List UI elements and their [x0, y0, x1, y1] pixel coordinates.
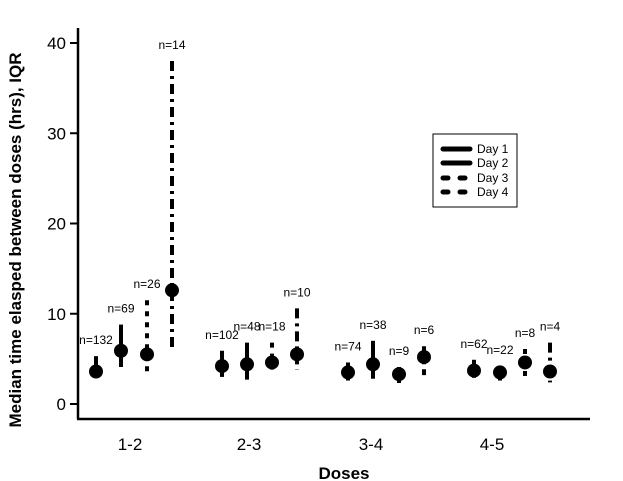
median-point-day-3 — [518, 355, 532, 370]
y-tick-label: 0 — [57, 395, 66, 414]
median-point-day-2 — [240, 357, 254, 372]
median-point-day-2 — [114, 343, 128, 358]
n-label: n=9 — [389, 344, 410, 358]
n-label: n=62 — [460, 337, 487, 351]
n-label: n=102 — [205, 328, 239, 342]
n-label: n=38 — [359, 318, 386, 332]
median-point-day-4 — [290, 347, 304, 362]
x-tick-label: 4-5 — [480, 435, 505, 454]
legend-label: Day 4 — [477, 185, 509, 199]
n-label: n=26 — [133, 277, 160, 291]
n-label: n=6 — [414, 323, 435, 337]
median-point-day-1 — [341, 365, 355, 380]
median-point-day-1 — [467, 363, 481, 378]
median-point-day-3 — [392, 367, 406, 382]
median-point-day-2 — [366, 357, 380, 372]
y-axis-title: Median time elasped between doses (hrs),… — [6, 52, 25, 427]
n-label: n=14 — [158, 38, 185, 52]
n-label: n=4 — [540, 320, 561, 334]
legend-box — [432, 133, 518, 208]
x-axis-title: Doses — [318, 464, 369, 481]
axes: 0 10 20 30 40 1-2 2-3 3-4 4-5 — [47, 28, 590, 454]
n-label: n=132 — [79, 333, 113, 347]
n-label: n=8 — [515, 326, 536, 340]
legend-label: Day 3 — [477, 171, 509, 185]
y-tick-label: 40 — [47, 34, 66, 53]
median-point-day-4 — [417, 350, 431, 365]
median-point-day-4 — [543, 364, 557, 379]
legend-label: Day 1 — [477, 142, 509, 156]
y-tick-label: 20 — [47, 215, 66, 234]
n-labels: n=132 n=102 n=74 n=62 n=69 n=48 n=38 n=22 n=26 n=… — [79, 38, 560, 358]
median-point-day-3 — [265, 355, 279, 370]
x-tick-label: 2-3 — [237, 435, 262, 454]
n-label: n=48 — [233, 320, 260, 334]
x-tick-label: 1-2 — [118, 435, 143, 454]
legend-label: Day 2 — [477, 156, 509, 170]
median-point-day-3 — [140, 347, 154, 362]
n-label: n=69 — [107, 302, 134, 316]
plot-marks — [89, 61, 557, 386]
median-point-day-1 — [89, 364, 103, 379]
median-point-day-2 — [493, 365, 507, 380]
n-label: n=18 — [258, 320, 285, 334]
y-tick-label: 30 — [47, 124, 66, 143]
n-label: n=74 — [334, 339, 361, 353]
n-label: n=10 — [283, 285, 310, 299]
median-point-day-1 — [215, 359, 229, 374]
n-label: n=22 — [486, 343, 513, 357]
y-tick-label: 10 — [47, 305, 66, 324]
x-tick-label: 3-4 — [359, 435, 384, 454]
median-point-day-4 — [165, 283, 179, 298]
